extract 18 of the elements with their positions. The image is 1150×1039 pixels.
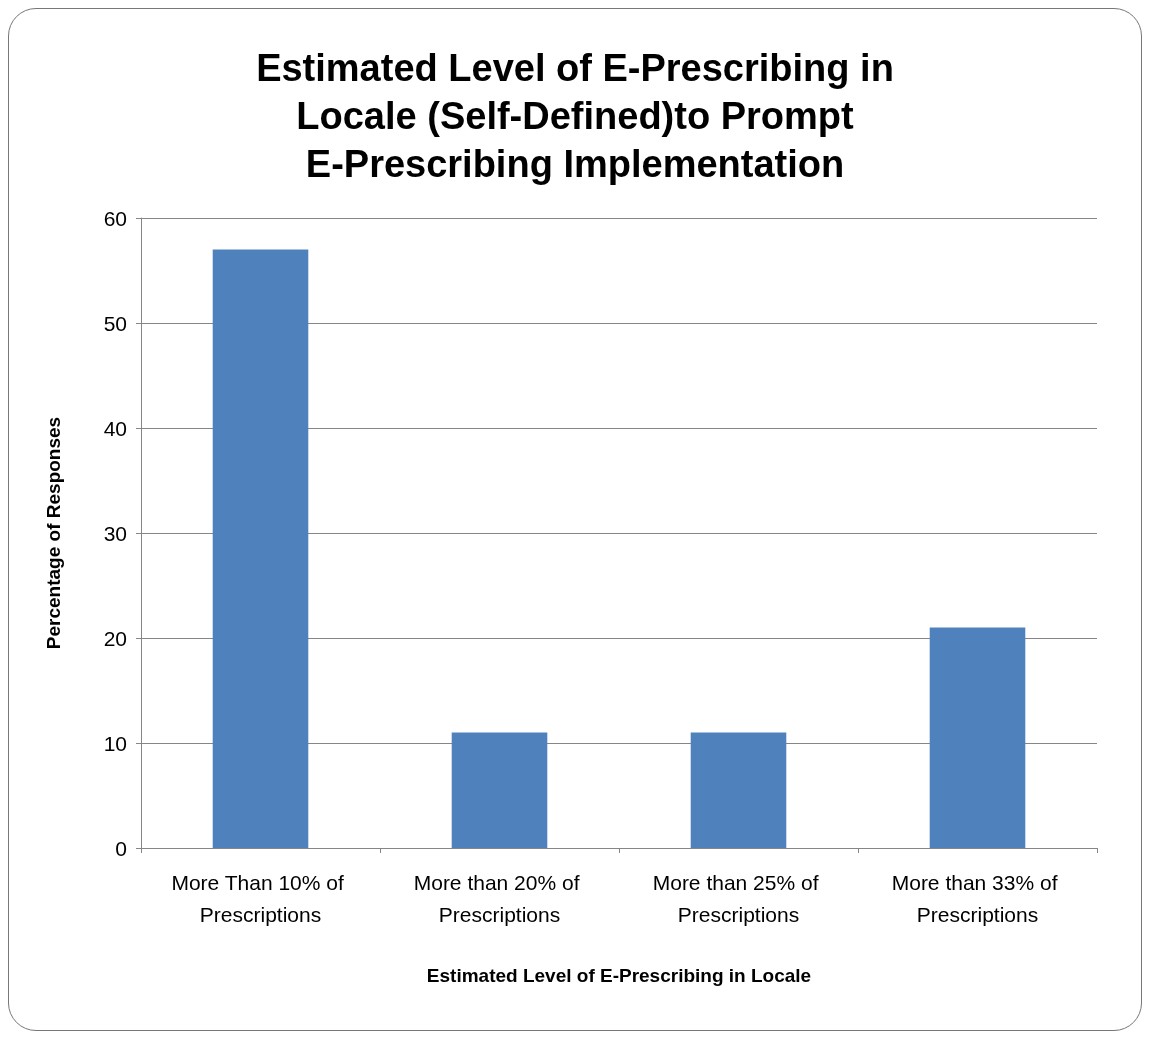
chart-title: Estimated Level of E-Prescribing in Locale (Self-Defined)to Prompt E-Prescribing Implementation [256,47,894,185]
bar [451,732,548,848]
x-tick-label: More Than 10% of Prescriptions [171,870,350,926]
bar [929,627,1026,848]
y-tick-label: 50 [103,311,127,335]
bar [690,732,787,848]
x-tick-label: More than 33% of Prescriptions [891,870,1064,926]
y-tick-label: 10 [103,731,127,755]
x-tick-label: More than 25% of Prescriptions [652,870,825,926]
y-tick-label: 30 [103,521,127,545]
y-tick-label: 40 [103,416,127,440]
y-axis-title: Percentage of Responses [43,416,64,650]
y-tick-label: 0 [115,836,127,860]
bar [212,249,309,848]
x-tick-label: More than 20% of Prescriptions [413,870,586,926]
y-tick-label: 20 [103,626,127,650]
x-axis-title: Estimated Level of E-Prescribing in Locale [426,965,812,986]
y-tick-label: 60 [103,206,127,230]
